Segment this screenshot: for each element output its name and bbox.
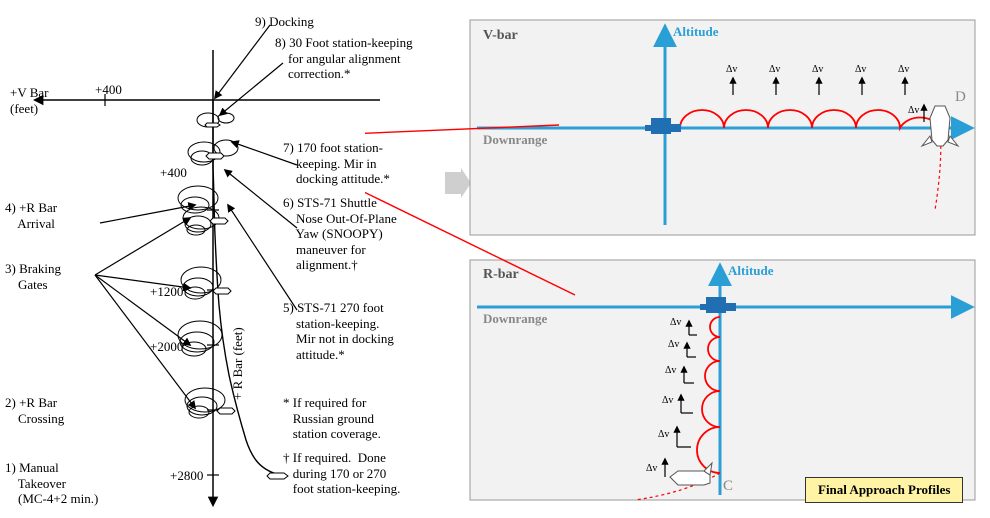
figure-root: +V Bar (feet) +400 +400 +1200 +2000 +280…	[0, 0, 990, 518]
vbar-letter-d: D	[955, 88, 966, 106]
rbar-axis-label: + R Bar (feet)	[230, 327, 246, 400]
rbar-tick-2: +1200	[150, 284, 183, 300]
annot-4: 4) +R Bar Arrival	[5, 200, 57, 231]
rbar-tick-4: +2800	[170, 468, 203, 484]
annot-9: 9) Docking	[255, 14, 314, 30]
rbar-tick-3: +2000	[150, 339, 183, 355]
vbar-axis-label: +V Bar (feet)	[10, 85, 49, 116]
annot-1: 1) Manual Takeover (MC-4+2 min.)	[5, 460, 98, 507]
annot-3: 3) Braking Gates	[5, 261, 61, 292]
connector-lines	[365, 0, 925, 510]
rbar-tick-1: +400	[160, 165, 187, 181]
annot-2: 2) +R Bar Crossing	[5, 395, 64, 426]
vbar-tick: +400	[95, 82, 122, 98]
right-panels: V-bar Altitude Downrange D Δv Δv Δv Δv Δ…	[465, 10, 980, 508]
